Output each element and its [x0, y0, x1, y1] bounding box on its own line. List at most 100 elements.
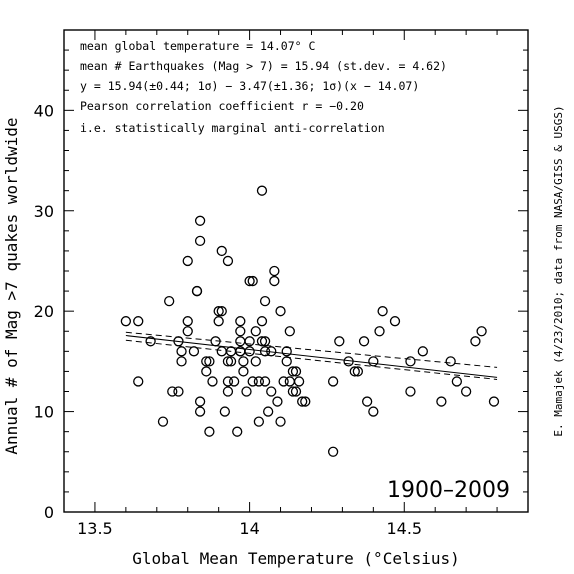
data-point: [238, 366, 249, 377]
data-point: [222, 255, 234, 267]
data-point: [368, 406, 379, 417]
data-point: [445, 356, 456, 367]
data-point: [259, 376, 271, 387]
annotation-block: mean global temperature = 14.07° C mean …: [80, 39, 447, 135]
x-axis-label: Global Mean Temperature (°Celsius): [132, 549, 460, 568]
data-point: [182, 255, 193, 267]
data-point: [120, 316, 132, 327]
data-point: [235, 326, 246, 337]
data-point: [201, 366, 212, 377]
data-points: [120, 185, 500, 457]
data-point: [244, 275, 255, 287]
data-point: [191, 285, 203, 297]
fit-band-line: [125, 331, 498, 368]
data-point: [250, 326, 261, 337]
data-point: [389, 316, 401, 327]
data-point: [173, 336, 184, 347]
data-point: [176, 356, 187, 367]
data-point: [343, 356, 354, 367]
data-point: [488, 396, 500, 407]
y-tick-label: 30: [34, 202, 54, 221]
credit-note: E. Mamajek (4/23/2010; data from NASA/GI…: [552, 105, 565, 436]
data-point: [275, 416, 286, 427]
data-point: [327, 376, 339, 387]
data-point: [287, 386, 299, 397]
data-point: [194, 406, 206, 417]
data-point: [235, 316, 246, 327]
data-point: [269, 275, 280, 287]
data-point: [216, 306, 227, 317]
fit-line: [125, 335, 498, 378]
annotation-conclusion: i.e. statistically marginal anti-correla…: [80, 121, 385, 135]
data-point: [253, 376, 265, 387]
data-point: [451, 376, 463, 387]
data-point: [133, 376, 144, 387]
fit-confidence-band: [125, 331, 498, 380]
data-point: [194, 396, 206, 407]
x-tick-label: 14.5: [386, 519, 422, 538]
tick-marks: [63, 29, 529, 513]
data-point: [232, 426, 243, 437]
data-point: [368, 356, 379, 367]
data-point: [204, 426, 215, 437]
y-tick-label: 0: [44, 503, 54, 522]
data-point: [241, 386, 252, 397]
data-point: [266, 346, 277, 357]
data-point: [256, 336, 268, 347]
data-point: [259, 295, 271, 307]
data-point: [213, 306, 224, 317]
data-point: [266, 386, 277, 397]
data-point: [194, 235, 206, 247]
data-point: [358, 336, 370, 347]
x-tick-label: 14: [239, 519, 259, 538]
data-point: [256, 316, 268, 327]
data-point: [263, 406, 274, 417]
data-point: [259, 346, 271, 357]
data-point: [284, 376, 295, 387]
data-point: [290, 366, 302, 377]
data-point: [281, 356, 292, 367]
data-point: [300, 396, 311, 407]
data-point: [349, 366, 360, 377]
data-point: [216, 346, 227, 357]
data-point: [327, 446, 339, 457]
data-point: [361, 396, 373, 407]
data-point: [182, 326, 193, 337]
data-point: [244, 336, 255, 347]
data-point: [460, 386, 472, 397]
y-tick-label: 40: [34, 101, 54, 120]
data-point: [253, 416, 265, 427]
data-point: [201, 356, 212, 367]
data-point: [133, 316, 144, 327]
data-point: [247, 275, 258, 287]
data-point: [377, 306, 388, 317]
data-point: [334, 336, 345, 347]
y-tick-label: 10: [34, 403, 54, 422]
data-point: [352, 366, 364, 377]
data-point: [259, 336, 271, 347]
data-point: [167, 386, 178, 397]
data-point: [297, 396, 308, 407]
data-point: [204, 356, 215, 367]
data-point: [157, 416, 169, 427]
data-point: [405, 356, 416, 367]
y-tick-label: 20: [34, 302, 54, 321]
data-point: [290, 386, 302, 397]
annotation-mean-quakes: mean # Earthquakes (Mag > 7) = 15.94 (st…: [80, 59, 447, 73]
data-point: [287, 366, 299, 377]
data-point: [219, 406, 231, 417]
data-point: [207, 376, 218, 387]
annotation-pearson: Pearson correlation coefficient r = −0.2…: [80, 99, 364, 113]
data-point: [222, 356, 234, 367]
data-point: [176, 346, 187, 357]
data-point: [275, 306, 286, 317]
annotation-mean-temp: mean global temperature = 14.07° C: [80, 39, 315, 53]
data-point: [417, 346, 428, 357]
data-point: [210, 336, 221, 347]
x-tick-label: 13.5: [77, 519, 113, 538]
data-point: [281, 346, 292, 357]
data-point: [213, 316, 224, 327]
data-point: [269, 265, 280, 277]
data-point: [250, 356, 261, 367]
